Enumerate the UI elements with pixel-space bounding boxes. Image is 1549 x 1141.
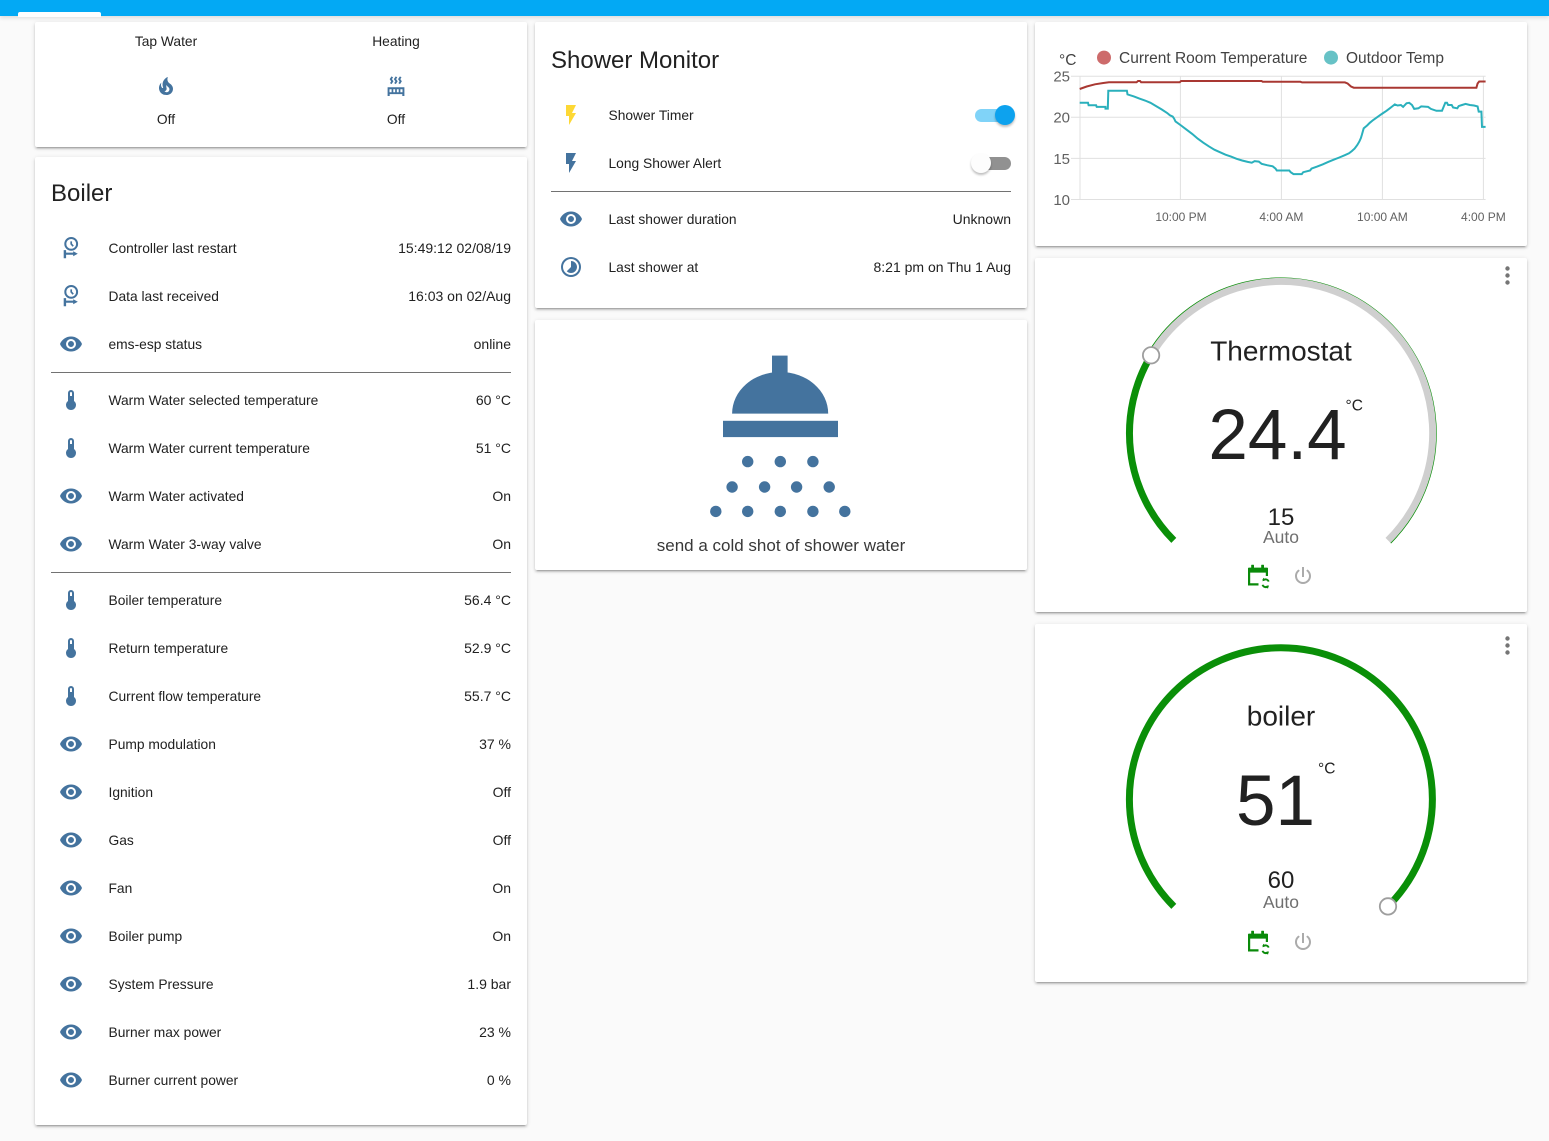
- svg-text:Auto: Auto: [1263, 892, 1299, 912]
- svg-text:4:00 PM: 4:00 PM: [1461, 210, 1506, 224]
- svg-text:15: 15: [1053, 151, 1070, 168]
- svg-text:°C: °C: [1318, 761, 1335, 778]
- svg-text:boiler: boiler: [1247, 701, 1315, 732]
- svg-text:24.4: 24.4: [1208, 396, 1346, 475]
- svg-text:°C: °C: [1346, 398, 1363, 415]
- svg-text:Current Room Temperature: Current Room Temperature: [1119, 50, 1307, 67]
- svg-text:20: 20: [1053, 110, 1070, 127]
- svg-text:Auto: Auto: [1263, 527, 1299, 547]
- svg-text:Outdoor Temp: Outdoor Temp: [1346, 50, 1444, 67]
- svg-text:10:00 AM: 10:00 AM: [1357, 210, 1408, 224]
- svg-text:51: 51: [1236, 762, 1315, 841]
- svg-text:Thermostat: Thermostat: [1210, 336, 1352, 367]
- svg-text:60: 60: [1268, 867, 1295, 894]
- svg-text:10: 10: [1053, 192, 1070, 209]
- svg-text:°C: °C: [1059, 52, 1076, 69]
- svg-text:25: 25: [1053, 69, 1070, 86]
- svg-text:10:00 PM: 10:00 PM: [1155, 210, 1206, 224]
- svg-text:4:00 AM: 4:00 AM: [1259, 210, 1303, 224]
- svg-text:15: 15: [1268, 504, 1295, 531]
